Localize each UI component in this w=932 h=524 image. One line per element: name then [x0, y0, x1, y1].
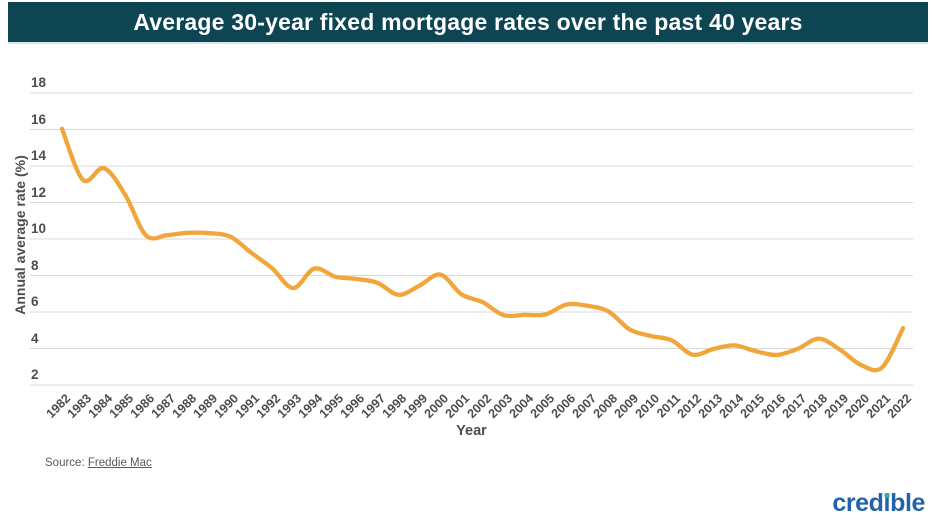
source-link[interactable]: Freddie Mac	[87, 457, 152, 469]
y-axis-title: Annual average rate (%)	[12, 155, 28, 315]
chart-area: Annual average rate (%) 2 4 6 8 10 12 14 16 18 1…	[0, 42, 932, 462]
gridlines	[30, 92, 913, 386]
y-tick-label: 6	[31, 294, 39, 309]
y-tick-label: 14	[31, 148, 47, 163]
chart-title: Average 30-year fixed mortgage rates ove…	[133, 8, 803, 35]
y-tick-label: 16	[31, 111, 47, 127]
logo-letter-i: ı	[883, 489, 891, 517]
x-axis-title: Year	[456, 423, 487, 439]
y-tick-label: 12	[31, 184, 47, 200]
chart-title-bar: Average 30-year fixed mortgage rates ove…	[8, 2, 928, 42]
rate-line-series	[59, 126, 906, 373]
y-tick-label: 2	[31, 367, 39, 382]
y-tick-label: 4	[31, 330, 39, 346]
logo-green-dot-icon	[884, 492, 890, 498]
y-tick-label: 8	[31, 257, 39, 273]
source-label: Source:	[45, 457, 85, 469]
credible-logo[interactable]: credı ble	[832, 490, 925, 518]
logo-text-post: ble	[890, 489, 925, 517]
y-tick-label: 10	[31, 221, 47, 236]
y-tick-label: 18	[31, 75, 47, 90]
logo-text-pre: cred	[832, 489, 884, 517]
source-note: Source: Freddie Mac	[45, 457, 152, 469]
